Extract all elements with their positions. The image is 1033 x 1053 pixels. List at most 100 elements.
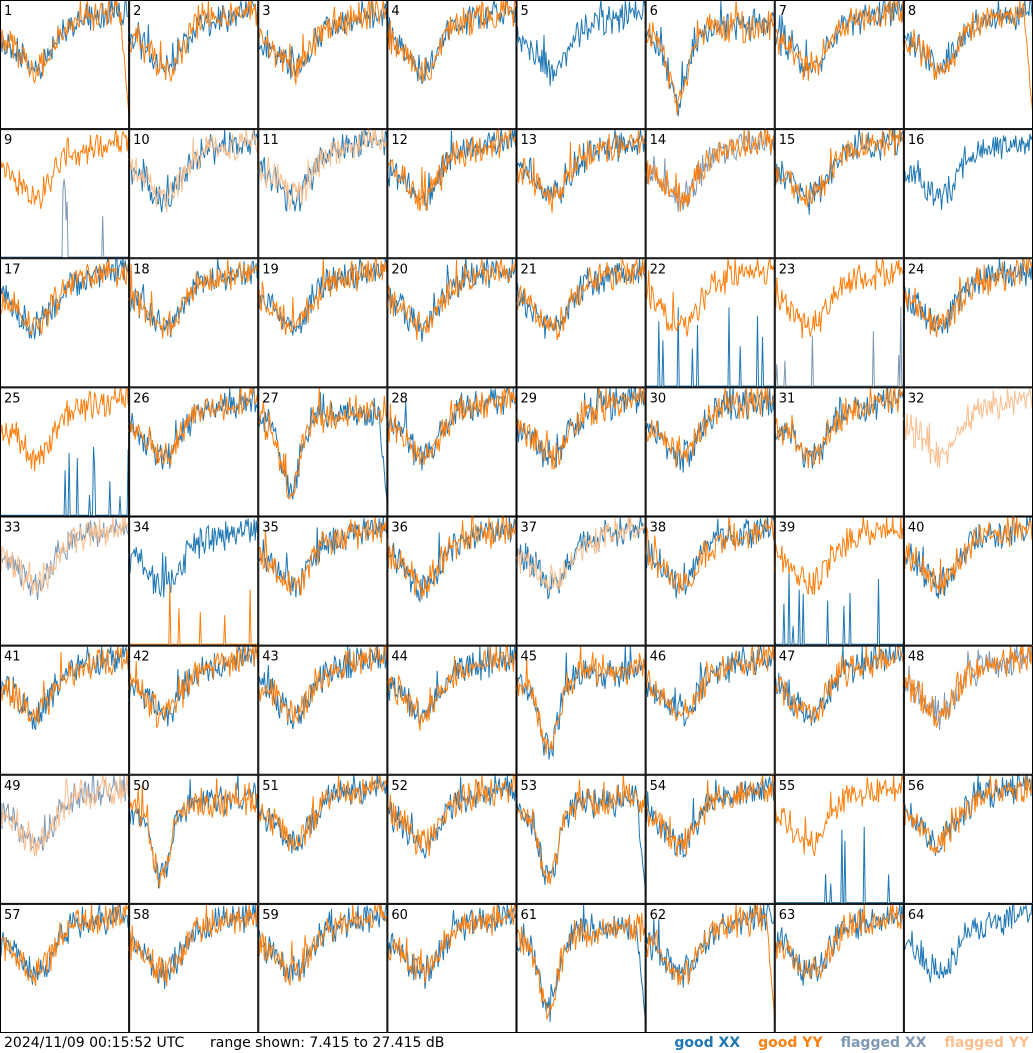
panel-6-frame <box>645 0 775 130</box>
panel-63-yy-trace <box>774 903 905 980</box>
panel-63-xx-trace <box>774 903 905 986</box>
panel-60: 60 <box>386 903 517 1033</box>
panel-22: 22 <box>645 258 776 388</box>
panel-52-yy-trace <box>386 774 517 857</box>
panel-8-label: 8 <box>908 4 916 19</box>
panel-25-xx-trace <box>0 446 130 516</box>
panel-32-label: 32 <box>908 391 925 406</box>
panel-64: 64 <box>903 903 1033 1033</box>
panel-13: 13 <box>516 129 647 259</box>
panel-9-label: 9 <box>4 133 12 148</box>
panel-16-label: 16 <box>908 133 925 148</box>
panel-44: 44 <box>386 643 517 775</box>
panel-57: 57 <box>0 903 130 1033</box>
panel-47-yy-trace <box>774 645 905 724</box>
panel-48: 48 <box>903 644 1033 775</box>
panel-2-frame <box>129 0 259 130</box>
panel-4-frame <box>387 0 517 130</box>
panel-2-label: 2 <box>133 4 141 19</box>
panel-30-xx-trace <box>645 387 776 473</box>
panel-10-label: 10 <box>133 133 150 148</box>
panel-7: 7 <box>774 0 905 130</box>
panel-11-frame <box>258 129 388 259</box>
panel-57-label: 57 <box>4 908 21 923</box>
panel-14-xx-trace <box>645 130 776 212</box>
panel-32: 32 <box>903 387 1033 517</box>
panel-23-xx-trace <box>774 306 904 387</box>
panel-44-label: 44 <box>391 650 408 665</box>
panel-22-label: 22 <box>650 262 667 277</box>
panel-29-yy-trace <box>516 386 647 471</box>
panel-64-xx-trace <box>903 903 1033 983</box>
panel-42-frame <box>129 645 259 775</box>
panel-19-xx-trace <box>257 258 388 336</box>
panel-5-frame <box>516 0 646 130</box>
panel-9-frame <box>0 129 130 259</box>
panel-45-xx-trace <box>516 645 646 760</box>
panel-29-xx-trace <box>516 387 647 468</box>
panel-24-xx-trace <box>903 258 1033 334</box>
panel-23: 23 <box>774 258 905 388</box>
panel-5-label: 5 <box>521 4 529 19</box>
panel-62-label: 62 <box>650 908 667 923</box>
panel-17: 17 <box>0 257 130 388</box>
panel-26-yy-trace <box>128 387 259 466</box>
panel-27-label: 27 <box>262 391 279 406</box>
panel-21-label: 21 <box>521 262 538 277</box>
panel-6: 6 <box>645 0 776 130</box>
panel-15: 15 <box>774 128 905 259</box>
panel-50-label: 50 <box>133 779 150 794</box>
panel-28: 28 <box>386 387 517 517</box>
panel-54: 54 <box>645 774 776 904</box>
panel-7-label: 7 <box>779 4 787 19</box>
panel-53-yy-trace <box>516 774 647 885</box>
panel-39-yy-trace <box>774 516 905 595</box>
panel-36-frame <box>387 516 517 646</box>
panel-25-label: 25 <box>4 391 21 406</box>
panel-51-label: 51 <box>262 779 279 794</box>
panel-25-frame <box>0 387 130 517</box>
panel-7-xx-trace <box>774 0 905 78</box>
panel-13-label: 13 <box>521 133 538 148</box>
panel-51-yy-trace <box>257 774 388 852</box>
panel-51-xx-trace <box>257 774 388 854</box>
panel-14-yy-trace <box>645 128 776 213</box>
panel-56-xx-trace <box>903 773 1033 856</box>
panel-29-label: 29 <box>521 391 538 406</box>
panel-33-yy-trace <box>0 516 130 595</box>
panel-60-label: 60 <box>391 908 408 923</box>
legend-flagged-yy: flagged YY <box>944 1035 1029 1051</box>
panel-24-yy-trace <box>903 258 1033 338</box>
panel-14: 14 <box>645 128 776 259</box>
panel-25-yy-trace <box>0 387 130 472</box>
panel-35-frame <box>258 516 388 646</box>
panel-30: 30 <box>645 387 776 517</box>
panel-36-label: 36 <box>391 521 408 536</box>
panel-61: 61 <box>516 903 647 1033</box>
panel-34: 34 <box>128 516 259 646</box>
panel-48-yy-trace <box>903 644 1033 729</box>
panel-37: 37 <box>516 516 647 646</box>
panel-59-frame <box>258 903 388 1033</box>
panel-33: 33 <box>0 516 130 646</box>
panel-20-yy-trace <box>386 258 517 341</box>
panel-62-frame <box>645 903 775 1033</box>
panel-47-frame <box>774 645 904 775</box>
panel-54-label: 54 <box>650 779 667 794</box>
range-label: range shown: 7.415 to 27.415 dB <box>210 1035 445 1051</box>
panel-18: 18 <box>128 258 259 388</box>
panel-31-frame <box>774 387 904 517</box>
panel-26-label: 26 <box>133 391 150 406</box>
panel-12-yy-trace <box>386 128 517 211</box>
panel-13-yy-trace <box>516 130 647 213</box>
panel-57-frame <box>0 903 130 1033</box>
legend-good-xx: good XX <box>674 1035 741 1051</box>
panel-46-frame <box>645 645 775 775</box>
panel-17-label: 17 <box>4 262 21 277</box>
panel-44-frame <box>387 645 517 775</box>
panel-4: 4 <box>386 0 517 130</box>
panel-41-yy-trace <box>0 646 130 725</box>
panel-47: 47 <box>774 644 905 775</box>
panel-56: 56 <box>903 773 1033 904</box>
panel-26: 26 <box>128 387 259 517</box>
